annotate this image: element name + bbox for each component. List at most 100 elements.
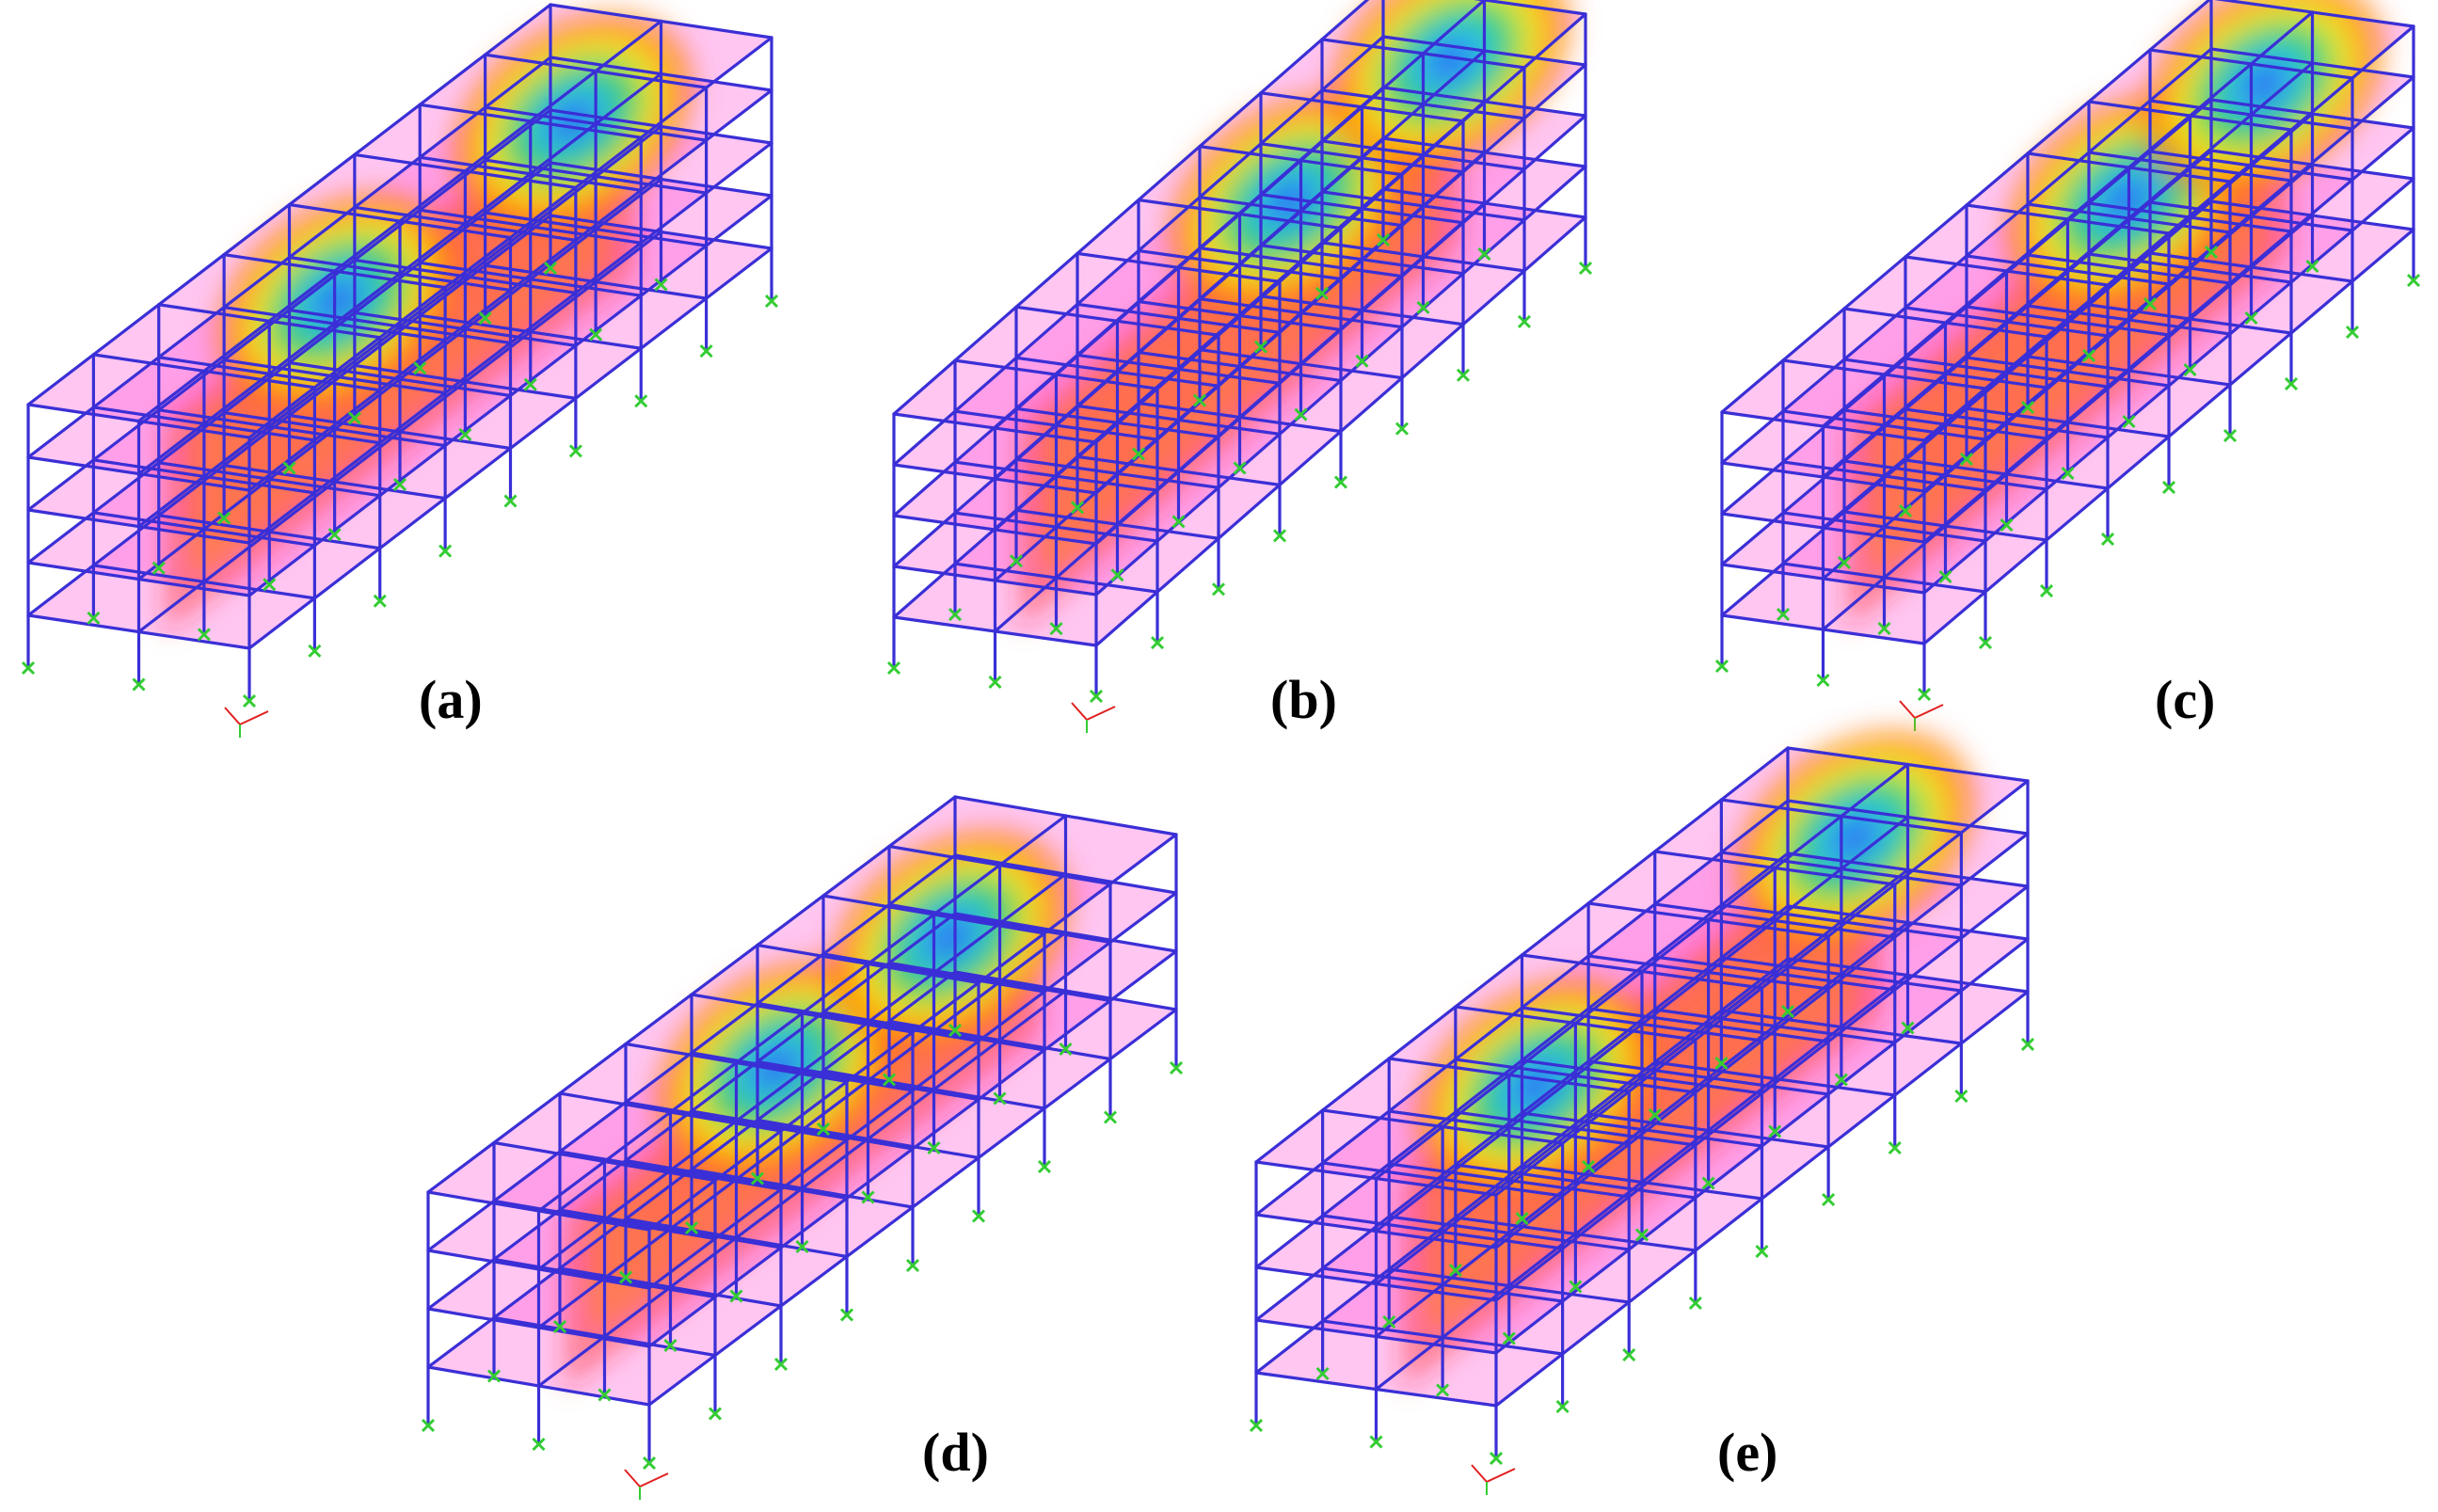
beam bbox=[287, 255, 513, 293]
beam bbox=[953, 970, 1178, 1011]
support-icon bbox=[1837, 555, 1852, 570]
support-icon bbox=[413, 361, 427, 375]
support-icon bbox=[618, 1270, 633, 1284]
beam bbox=[1198, 196, 1404, 228]
beam bbox=[222, 464, 447, 501]
supports bbox=[1714, 245, 2421, 731]
panel-b: (b) bbox=[828, 0, 1637, 743]
beam bbox=[558, 1266, 783, 1308]
beam bbox=[549, 56, 773, 92]
contour-hotspot bbox=[1407, 970, 1665, 1202]
beam bbox=[1719, 903, 1963, 940]
support-icon bbox=[1369, 1435, 1383, 1449]
support-icon bbox=[1272, 529, 1287, 543]
support-icon bbox=[2122, 414, 2136, 429]
beam bbox=[1473, 0, 1587, 16]
beam bbox=[549, 3, 773, 40]
beam bbox=[756, 1001, 980, 1043]
support-icon bbox=[1776, 607, 1791, 622]
support-icon bbox=[2000, 517, 2014, 533]
beam bbox=[953, 562, 1159, 594]
support-icon bbox=[308, 644, 322, 658]
support-icon bbox=[2081, 348, 2096, 363]
axis-triad-icon bbox=[1071, 702, 1116, 733]
beam bbox=[91, 458, 316, 495]
beam bbox=[1520, 1058, 1764, 1095]
beam bbox=[1653, 850, 1897, 886]
support-icon bbox=[1578, 261, 1593, 276]
beam bbox=[426, 1249, 651, 1290]
panel-c: (c) bbox=[1665, 0, 2437, 753]
support-icon bbox=[217, 511, 231, 525]
beam bbox=[624, 1158, 849, 1201]
beam bbox=[1320, 38, 1526, 70]
support-icon bbox=[1555, 1399, 1570, 1414]
beam bbox=[222, 253, 447, 290]
beam bbox=[492, 1257, 717, 1299]
support-icon bbox=[1059, 1042, 1073, 1057]
support-icon bbox=[886, 661, 901, 676]
beam bbox=[756, 1118, 980, 1160]
beam bbox=[2148, 99, 2354, 131]
support-icon bbox=[1755, 1244, 1769, 1259]
beam bbox=[1965, 254, 2171, 286]
beam bbox=[1786, 904, 2030, 941]
panel-label-e: (e) bbox=[1717, 1422, 1778, 1483]
support-icon bbox=[1009, 554, 1024, 568]
support-icon bbox=[2100, 532, 2115, 547]
beam bbox=[2148, 48, 2354, 80]
support-icon bbox=[543, 261, 558, 276]
beam bbox=[690, 993, 915, 1034]
frame-model-a bbox=[21, 3, 779, 738]
beam bbox=[1254, 1213, 1498, 1249]
beam bbox=[1719, 798, 1963, 835]
support-icon bbox=[948, 1023, 963, 1038]
beam bbox=[887, 844, 1112, 886]
beam bbox=[1781, 460, 1987, 492]
beam bbox=[353, 152, 578, 189]
beam bbox=[1781, 358, 1987, 390]
support-icon bbox=[1436, 1383, 1450, 1397]
beam bbox=[1321, 1108, 1565, 1145]
beam bbox=[953, 409, 1159, 441]
support-icon bbox=[988, 675, 1002, 690]
beam bbox=[1137, 248, 1343, 281]
support-icon bbox=[197, 628, 211, 642]
beam bbox=[558, 1208, 783, 1249]
support-icon bbox=[2020, 400, 2035, 415]
beam bbox=[418, 155, 643, 192]
support-icon bbox=[1877, 621, 1891, 636]
beam bbox=[624, 1100, 849, 1142]
beam bbox=[821, 1011, 1046, 1052]
beam bbox=[549, 214, 773, 250]
beam bbox=[1520, 1111, 1764, 1148]
beam bbox=[892, 514, 1098, 546]
frame-members bbox=[1720, 0, 2415, 696]
support-icon bbox=[373, 594, 387, 608]
beam bbox=[1321, 1266, 1565, 1303]
beam bbox=[157, 514, 382, 550]
beam bbox=[1259, 91, 1465, 123]
beam bbox=[1786, 851, 2030, 888]
support-icon bbox=[2020, 1037, 2035, 1052]
support-icon bbox=[1382, 1314, 1396, 1329]
beam bbox=[222, 306, 447, 342]
beam bbox=[287, 360, 513, 398]
axis-triad-icon bbox=[224, 707, 269, 738]
beam bbox=[484, 53, 709, 89]
support-icon bbox=[839, 1308, 854, 1322]
beam bbox=[1321, 1214, 1565, 1250]
beam bbox=[690, 1109, 915, 1151]
beam bbox=[1321, 1161, 1565, 1198]
beam bbox=[1454, 1216, 1697, 1252]
support-icon bbox=[905, 1258, 920, 1273]
support-icon bbox=[1648, 1107, 1662, 1122]
beam bbox=[1720, 563, 1926, 595]
support-icon bbox=[438, 544, 453, 558]
support-icon bbox=[1456, 368, 1471, 382]
axis-triad-icon bbox=[1471, 1464, 1516, 1495]
support-icon bbox=[1477, 247, 1491, 262]
beam bbox=[91, 406, 316, 442]
support-icon bbox=[151, 561, 166, 575]
beam bbox=[1653, 955, 1897, 992]
